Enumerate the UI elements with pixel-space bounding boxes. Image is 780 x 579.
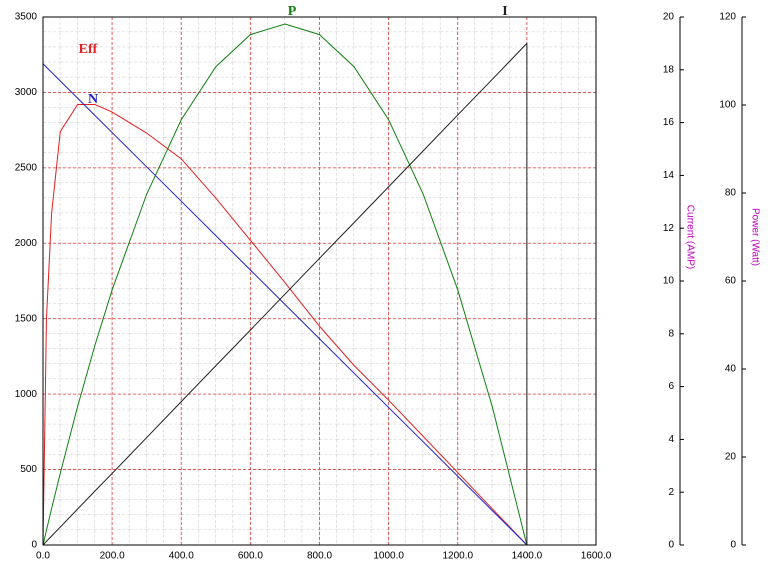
y3-tick-label: 20 — [725, 452, 737, 463]
y-tick-label: 1500 — [15, 313, 38, 324]
y-tick-label: 1000 — [15, 389, 38, 400]
x-tick-label: 1000.0 — [373, 551, 404, 562]
plot-frame — [42, 16, 597, 546]
y-tick-label: 0 — [31, 540, 37, 551]
series-line — [42, 63, 528, 546]
y-tick-label: 3500 — [15, 12, 38, 23]
x-tick-label: 600.0 — [238, 551, 263, 562]
x-tick-label: 200.0 — [100, 551, 125, 562]
y2-tick-label: 18 — [663, 64, 675, 75]
y-tick-label: 500 — [20, 464, 37, 475]
series-line — [42, 43, 528, 546]
y2-tick-label: 10 — [663, 276, 675, 287]
minor-grid — [43, 17, 596, 545]
y-tick-label: 2500 — [15, 162, 38, 173]
y2-tick-label: 4 — [668, 434, 674, 445]
y2-tick-label: 0 — [668, 540, 674, 551]
y2-tick-label: 6 — [668, 381, 674, 392]
series-line — [42, 23, 528, 546]
y2-tick-label: 14 — [663, 170, 675, 181]
y3-tick-label: 100 — [719, 100, 736, 111]
x-tick-label: 1400.0 — [512, 551, 543, 562]
y2-tick-label: 8 — [668, 328, 674, 339]
x-tick-label: 400.0 — [169, 551, 194, 562]
y3-tick-label: 40 — [725, 364, 737, 375]
series-label: I — [502, 4, 507, 19]
y2-tick-label: 16 — [663, 117, 675, 128]
x-tick-label: 800.0 — [307, 551, 332, 562]
y2-tick-label: 20 — [663, 12, 675, 23]
y3-tick-label: 120 — [719, 12, 736, 23]
y2-tick-label: 12 — [663, 223, 675, 234]
y3-tick-label: 60 — [725, 276, 737, 287]
y3-tick-label: 0 — [730, 540, 736, 551]
series-label: P — [288, 4, 297, 19]
x-tick-label: 1600.0 — [581, 551, 612, 562]
x-tick-label: 1200.0 — [442, 551, 473, 562]
y-tick-label: 3000 — [15, 87, 38, 98]
y3-axis-title: Power (Watt) — [749, 208, 760, 266]
y-tick-label: 2000 — [15, 238, 38, 249]
series-label: N — [88, 92, 98, 107]
y2-axis-title: Current (AMP) — [684, 205, 695, 269]
x-tick-label: 0.0 — [36, 551, 50, 562]
y2-tick-label: 2 — [668, 487, 674, 498]
series-line — [42, 104, 528, 546]
series-label: Eff — [79, 42, 98, 57]
y3-tick-label: 80 — [725, 188, 737, 199]
